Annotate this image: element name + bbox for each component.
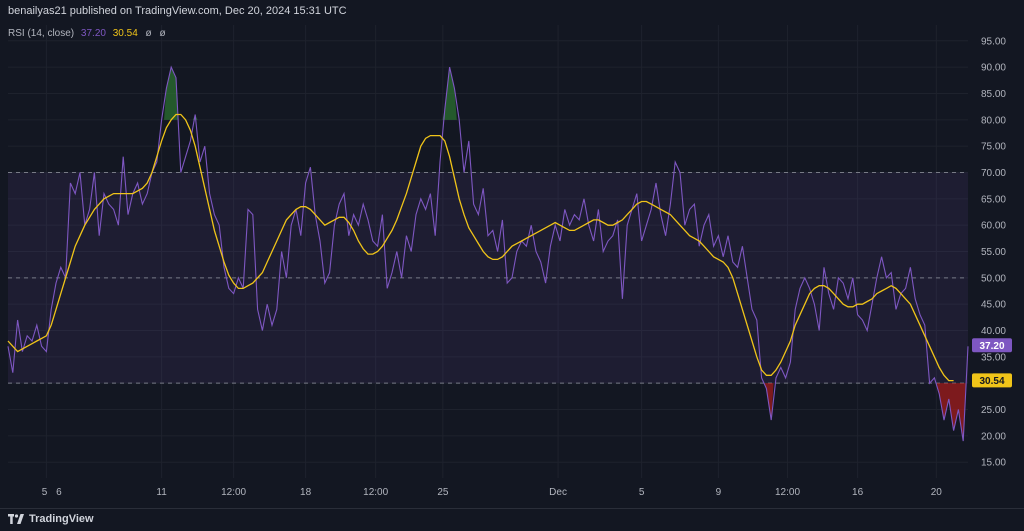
x-tick-label: 6 [56, 487, 62, 498]
x-tick-label: 9 [716, 487, 722, 498]
y-tick-label: 45.00 [981, 300, 1006, 311]
y-tick-label: 35.00 [981, 352, 1006, 363]
series-line-layer [7, 65, 969, 442]
x-tick-label: 18 [300, 487, 312, 498]
rsi-value: 37.20 [80, 28, 106, 39]
tradingview-brand[interactable]: TradingView [8, 513, 94, 525]
x-tick-label: 5 [639, 487, 645, 498]
legend-symbol-2: ø [159, 28, 166, 39]
tradingview-logo-icon [8, 514, 24, 524]
ma-value: 30.54 [112, 28, 138, 39]
y-tick-label: 95.00 [981, 36, 1006, 47]
y-tick-label: 80.00 [981, 115, 1006, 126]
ma-last-value-tag [972, 373, 1012, 388]
x-tick-label: 12:00 [363, 487, 388, 498]
y-tick-label: 50.00 [981, 273, 1006, 284]
y-tick-label: 15.00 [981, 458, 1006, 469]
legend-symbol-1: ø [145, 28, 152, 39]
y-tick-label: 20.00 [981, 431, 1006, 442]
indicator-name: RSI (14, close) [8, 28, 75, 39]
x-tick-label: 25 [437, 487, 449, 498]
indicator-legend[interactable]: RSI (14, close) 37.20 30.54 ø ø [8, 28, 166, 39]
ma-line [7, 113, 954, 382]
y-tick-label: 55.00 [981, 247, 1006, 258]
rsi-last-value-label: 37.20 [979, 341, 1004, 352]
x-tick-label: Dec [549, 487, 567, 498]
y-tick-label: 90.00 [981, 63, 1006, 74]
y-tick-label: 75.00 [981, 142, 1006, 153]
rsi-band-layer [8, 171, 968, 384]
y-tick-label: 65.00 [981, 194, 1006, 205]
x-tick-label: 16 [852, 487, 864, 498]
y-tick-label: 70.00 [981, 168, 1006, 179]
x-tick-label: 20 [931, 487, 943, 498]
x-tick-label: 12:00 [221, 487, 246, 498]
rsi-line [7, 65, 969, 442]
y-tick-label: 25.00 [981, 405, 1006, 416]
footer-bar: TradingView [0, 508, 1024, 531]
axis-layer: 95.00 90.00 85.00 80.00 75.00 70.00 65.00 60.00… [42, 36, 1012, 498]
overbought-fill [442, 67, 457, 120]
x-tick-label: 5 [42, 487, 48, 498]
y-tick-label: 85.00 [981, 89, 1006, 100]
ma-last-value-label: 30.54 [979, 376, 1004, 387]
x-tick-label: 12:00 [775, 487, 800, 498]
rsi-last-value-tag [972, 338, 1012, 353]
x-tick-label: 11 [156, 487, 167, 498]
y-tick-label: 40.00 [981, 326, 1006, 337]
publisher-header: benailyas21 published on TradingView.com… [8, 5, 347, 17]
brand-label: TradingView [29, 513, 94, 525]
y-tick-label: 60.00 [981, 221, 1006, 232]
overbought-fill [164, 67, 179, 120]
